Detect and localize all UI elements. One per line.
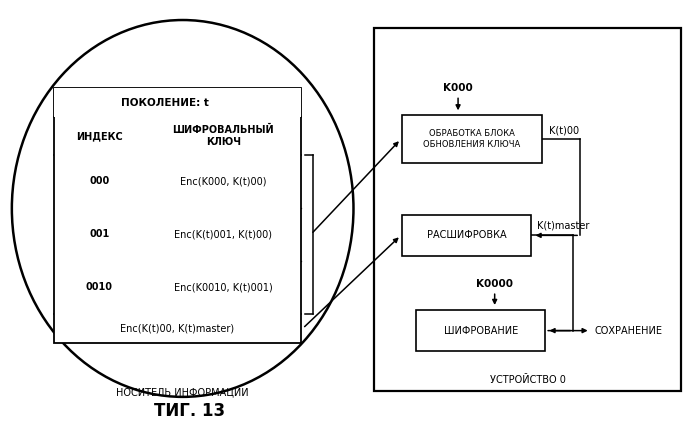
Bar — [54, 88, 301, 117]
Text: 000: 000 — [90, 176, 110, 186]
Bar — [416, 310, 545, 352]
Text: РАСШИФРОВКА: РАСШИФРОВКА — [427, 230, 507, 241]
Text: УСТРОЙСТВО 0: УСТРОЙСТВО 0 — [490, 375, 566, 385]
Bar — [374, 28, 681, 391]
Text: Enc(K000, K(t)00): Enc(K000, K(t)00) — [180, 176, 267, 186]
Text: ШИФРОВАЛЬНЫЙ
КЛЮЧ: ШИФРОВАЛЬНЫЙ КЛЮЧ — [172, 125, 274, 147]
Text: K0000: K0000 — [476, 279, 513, 289]
Text: 0010: 0010 — [86, 282, 113, 292]
Text: ΤИГ. 13: ΤИГ. 13 — [154, 402, 225, 419]
Bar — [54, 88, 301, 343]
Bar — [402, 215, 531, 256]
Bar — [402, 115, 542, 163]
Ellipse shape — [12, 20, 353, 397]
Text: СОХРАНЕНИЕ: СОХРАНЕНИЕ — [594, 326, 662, 335]
Text: ИНДЕКС: ИНДЕКС — [76, 131, 122, 141]
Text: НОСИТЕЛЬ ИНФОРМАЦИИ: НОСИТЕЛЬ ИНФОРМАЦИИ — [116, 388, 249, 398]
Text: K(t)00: K(t)00 — [549, 126, 579, 136]
Text: ШИФРОВАНИЕ: ШИФРОВАНИЕ — [444, 326, 518, 335]
Text: Enc(K0010, K(t)001): Enc(K0010, K(t)001) — [174, 282, 272, 292]
Text: K(t)master: K(t)master — [537, 220, 589, 230]
Text: ОБРАБОТКА БЛОКА
ОБНОВЛЕНИЯ КЛЮЧА: ОБРАБОТКА БЛОКА ОБНОВЛЕНИЯ КЛЮЧА — [424, 130, 521, 149]
Text: Enc(K(t)001, K(t)00): Enc(K(t)001, K(t)00) — [174, 229, 272, 239]
Text: K000: K000 — [443, 84, 473, 93]
Text: 001: 001 — [90, 229, 110, 239]
Text: Enc(K(t)00, K(t)master): Enc(K(t)00, K(t)master) — [120, 324, 234, 333]
Text: ПОКОЛЕНИЕ: t: ПОКОЛЕНИЕ: t — [121, 98, 209, 108]
